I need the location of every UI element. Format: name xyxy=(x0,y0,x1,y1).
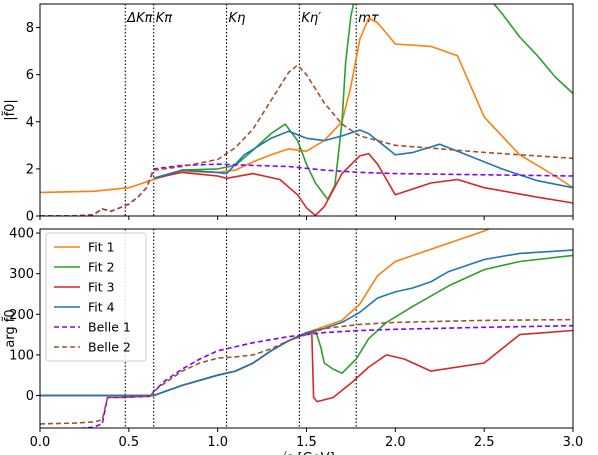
reference-line-label: Kη xyxy=(229,11,246,26)
x-tick-label: 2.0 xyxy=(385,435,406,450)
y-axis-label: arg f̃0 xyxy=(3,309,18,347)
reference-line-label: ΔKπ xyxy=(126,11,152,26)
series-line-fit-4 xyxy=(153,129,573,189)
reference-line-label: Kη′ xyxy=(301,11,321,26)
y-tick-label: 2 xyxy=(26,162,34,177)
y-tick-label: 4 xyxy=(26,115,34,130)
x-tick-label: 0.5 xyxy=(118,435,139,450)
x-tick-label: 0.0 xyxy=(30,435,51,450)
legend-label: Belle 1 xyxy=(88,320,131,335)
series-group xyxy=(40,229,573,428)
x-tick-label: 3.0 xyxy=(563,435,584,450)
bottom-panel: 0 100 200 300 400 0.0 0.5 1.0 1.5 2.0 2.5 3.0 arg f̃… xyxy=(3,227,584,455)
legend-label: Fit 3 xyxy=(88,280,115,295)
y-tick-label: 400 xyxy=(9,227,34,242)
y-tick-label: 0 xyxy=(26,389,34,404)
y-tick-label: 8 xyxy=(26,21,34,36)
y-axis-label: |f̃0| xyxy=(3,99,18,121)
x-tick-label: 1.5 xyxy=(296,435,317,450)
series-line-belle-2 xyxy=(40,318,573,425)
series-line-belle-2 xyxy=(40,64,573,216)
x-axis-label: √s [GeV] xyxy=(278,451,334,455)
legend-label: Fit 2 xyxy=(88,260,115,275)
series-line-fit-3 xyxy=(153,152,573,216)
x-tick-label: 2.5 xyxy=(474,435,495,450)
series-line-fit-4 xyxy=(40,249,573,397)
x-tick-label: 1.0 xyxy=(207,435,228,450)
legend-box xyxy=(45,232,147,362)
series-line-belle-1 xyxy=(75,324,573,428)
y-tick-label: 6 xyxy=(26,68,34,83)
y-tick-label: 100 xyxy=(9,348,34,363)
series-group xyxy=(40,4,573,216)
legend: Fit 1 Fit 2 Fit 3 Fit 4 Belle 1 Belle 2 xyxy=(45,232,147,362)
series-line-fit-1 xyxy=(40,17,573,194)
legend-label: Belle 2 xyxy=(88,340,131,355)
y-tick-label: 200 xyxy=(9,308,34,323)
reference-line-label: Kπ xyxy=(156,11,173,26)
axes-frame xyxy=(39,3,574,217)
legend-label: Fit 4 xyxy=(88,300,115,315)
y-tick-label: 0 xyxy=(26,210,34,225)
legend-label: Fit 1 xyxy=(88,240,115,255)
y-tick-label: 300 xyxy=(9,267,34,282)
